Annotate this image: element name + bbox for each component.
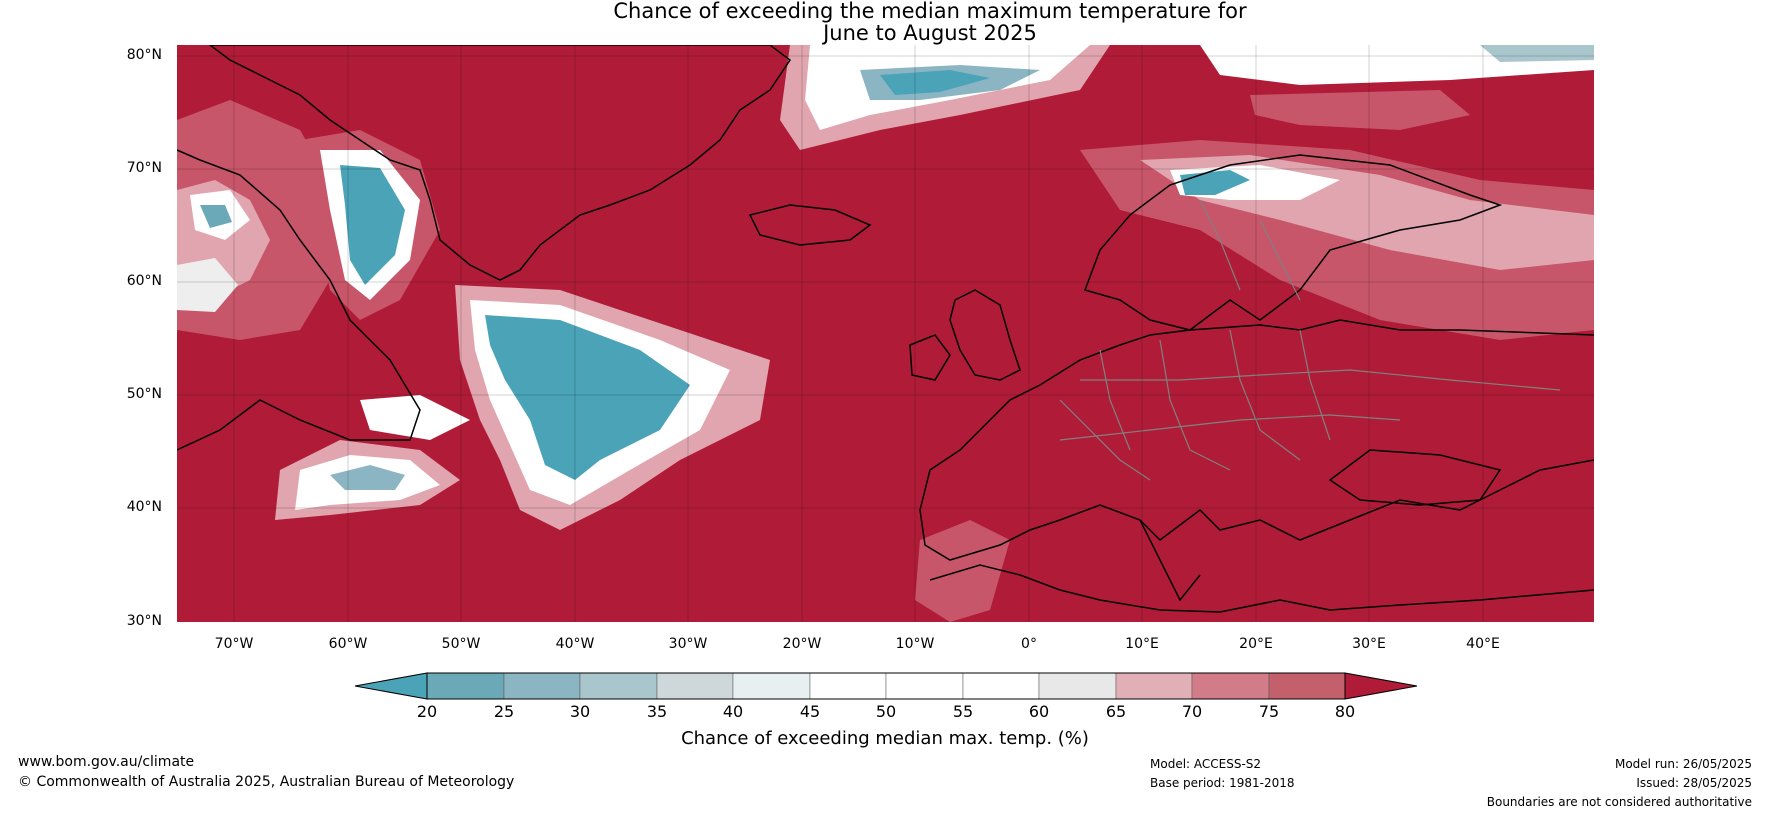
lat-label-60n: 60°N: [126, 273, 162, 289]
colorbar-bin-65-70: [1115, 672, 1193, 700]
lat-label-80n: 80°N: [126, 47, 162, 63]
lon-label-40e: 40°E: [1466, 636, 1500, 652]
lon-label-10w: 10°W: [895, 636, 935, 652]
barents-mid-zone: [1250, 90, 1470, 130]
colorbar-tick-60: 60: [1028, 702, 1050, 721]
lon-label-20e: 20°E: [1239, 636, 1273, 652]
newfoundland-white-zone: [360, 395, 470, 440]
footer-model: Model: ACCESS-S2: [1150, 757, 1262, 771]
colorbar-bin-50-55: [885, 672, 964, 700]
colorbar-bin-70-75: [1191, 672, 1270, 700]
colorbar-bin-60-65: [1038, 672, 1117, 700]
colorbar-tick-35: 35: [646, 702, 668, 721]
colorbar-tick-55: 55: [952, 702, 974, 721]
lon-label-0: 0°: [1021, 636, 1037, 652]
lon-label-30e: 30°E: [1352, 636, 1386, 652]
colorbar-bin-20-25: [426, 672, 505, 700]
lat-label-40n: 40°N: [126, 499, 162, 515]
colorbar-tick-70: 70: [1181, 702, 1203, 721]
colorbar-tick-30: 30: [569, 702, 591, 721]
iceland-coastline: [748, 204, 872, 246]
lon-label-20w: 20°W: [782, 636, 822, 652]
lon-label-60w: 60°W: [328, 636, 368, 652]
colorbar: [354, 672, 1418, 700]
arctic-teal-zone: [1480, 45, 1594, 62]
footer-base-period: Base period: 1981-2018: [1150, 776, 1295, 790]
graticule: [177, 45, 1594, 622]
colorbar-tick-45: 45: [799, 702, 821, 721]
lon-label-10e: 10°E: [1125, 636, 1159, 652]
footer-disclaimer: Boundaries are not considered authoritat…: [1486, 795, 1752, 809]
atlantic-teal-zone: [485, 315, 690, 480]
colorbar-frame: [426, 672, 1346, 700]
map-field: [177, 45, 1594, 622]
country-borders: [1059, 199, 1561, 481]
map-title-line-2: June to August 2025: [823, 21, 1037, 45]
canada-coastline: [177, 149, 421, 451]
lon-label-30w: 30°W: [668, 636, 708, 652]
labrador-teal-zone: [200, 205, 232, 228]
colorbar-tick-50: 50: [875, 702, 897, 721]
lon-label-70w: 70°W: [214, 636, 254, 652]
colorbar-tick-25: 25: [493, 702, 515, 721]
greenland-sea-teal-zone: [880, 70, 990, 95]
sw-atlantic-teal-zone: [330, 465, 405, 490]
colorbar-low-arrow: [354, 672, 428, 700]
britain-coastline: [949, 289, 1021, 381]
colorbar-bin-55-60: [962, 672, 1040, 700]
map-title-line-1: Chance of exceeding the median maximum t…: [613, 0, 1247, 23]
black-sea-coastline: [1328, 449, 1502, 506]
lon-label-50w: 50°W: [441, 636, 481, 652]
lat-label-30n: 30°N: [126, 613, 162, 629]
south-europe-coastline: [919, 384, 1594, 561]
colorbar-tick-65: 65: [1105, 702, 1127, 721]
colorbar-high-arrow: [1344, 672, 1418, 700]
labrador-light-zone: [177, 258, 238, 312]
colorbar-title: Chance of exceeding median max. temp. (%…: [681, 728, 1089, 749]
lon-label-40w: 40°W: [555, 636, 595, 652]
ireland-coastline: [909, 334, 951, 381]
north-africa-coastline: [929, 564, 1594, 613]
italy-coastline: [1139, 519, 1201, 602]
colorbar-tick-40: 40: [722, 702, 744, 721]
lat-label-70n: 70°N: [126, 160, 162, 176]
north-europe-coastline: [1039, 319, 1594, 386]
colorbar-tick-20: 20: [416, 702, 438, 721]
footer-copyright: © Commonwealth of Australia 2025, Austra…: [18, 774, 515, 790]
colorbar-bin-30-35: [579, 672, 658, 700]
lat-label-50n: 50°N: [126, 386, 162, 402]
footer-model-run: Model run: 26/05/2025: [1614, 757, 1752, 771]
footer-website: www.bom.gov.au/climate: [18, 754, 195, 770]
davis-strait-teal-zone: [340, 165, 405, 285]
colorbar-tick-75: 75: [1258, 702, 1280, 721]
colorbar-bin-45-50: [809, 672, 887, 700]
map-background: [177, 45, 1594, 622]
colorbar-tick-80: 80: [1334, 702, 1356, 721]
footer-issued: Issued: 28/05/2025: [1636, 776, 1752, 790]
colorbar-bin-40-45: [732, 672, 811, 700]
colorbar-bin-75-80a: [1268, 672, 1346, 700]
greenland-coastline: [208, 45, 792, 281]
colorbar-bin-25-30: [503, 672, 581, 700]
colorbar-bin-35-40: [656, 672, 734, 700]
